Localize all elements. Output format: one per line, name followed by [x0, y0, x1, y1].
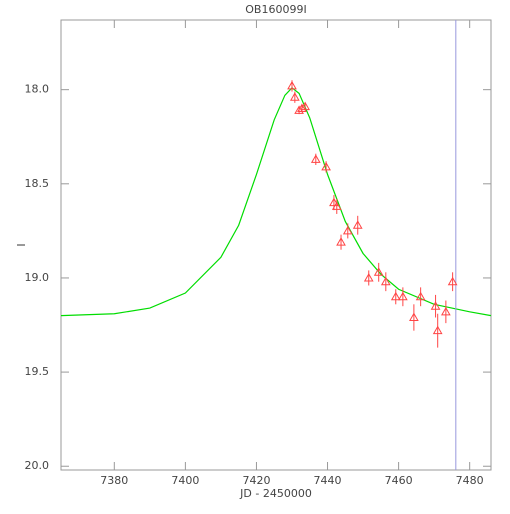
data-point — [342, 225, 353, 235]
data-point — [409, 312, 419, 321]
data-point — [297, 103, 307, 112]
y-tick-label: 19.0 — [25, 271, 50, 284]
x-tick-label: 7440 — [314, 474, 342, 487]
y-axis-label: I — [15, 243, 28, 246]
y-tick-label: 18.5 — [25, 177, 50, 190]
data-point — [331, 201, 342, 210]
x-tick-label: 7480 — [456, 474, 484, 487]
chart-title: OB160099I — [245, 3, 306, 16]
data-point — [415, 291, 426, 301]
x-tick-label: 7380 — [100, 474, 128, 487]
data-point — [447, 276, 458, 286]
data-point — [287, 80, 297, 90]
x-tick-label: 7420 — [242, 474, 270, 487]
data-point — [398, 291, 408, 301]
plot-frame — [60, 19, 492, 471]
data-point — [441, 306, 451, 316]
y-tick-label: 20.0 — [25, 459, 50, 472]
y-tick-label: 19.5 — [25, 365, 50, 378]
x-tick-label: 7460 — [385, 474, 413, 487]
data-point — [390, 291, 401, 301]
data-point — [336, 237, 346, 246]
model-curve — [60, 86, 492, 317]
data-point — [300, 101, 311, 111]
data-point — [373, 267, 384, 276]
data-point — [329, 197, 339, 207]
y-tick-label: 18.0 — [25, 83, 50, 96]
data-point — [352, 220, 363, 229]
data-point — [380, 276, 391, 286]
data-point — [289, 92, 300, 101]
data-point — [321, 161, 331, 171]
x-tick-label: 7400 — [171, 474, 199, 487]
data-point — [432, 325, 443, 335]
x-axis-label: JD - 2450000 — [239, 487, 312, 500]
data-point — [310, 154, 321, 163]
data-point — [430, 301, 441, 310]
data-point — [363, 272, 374, 282]
